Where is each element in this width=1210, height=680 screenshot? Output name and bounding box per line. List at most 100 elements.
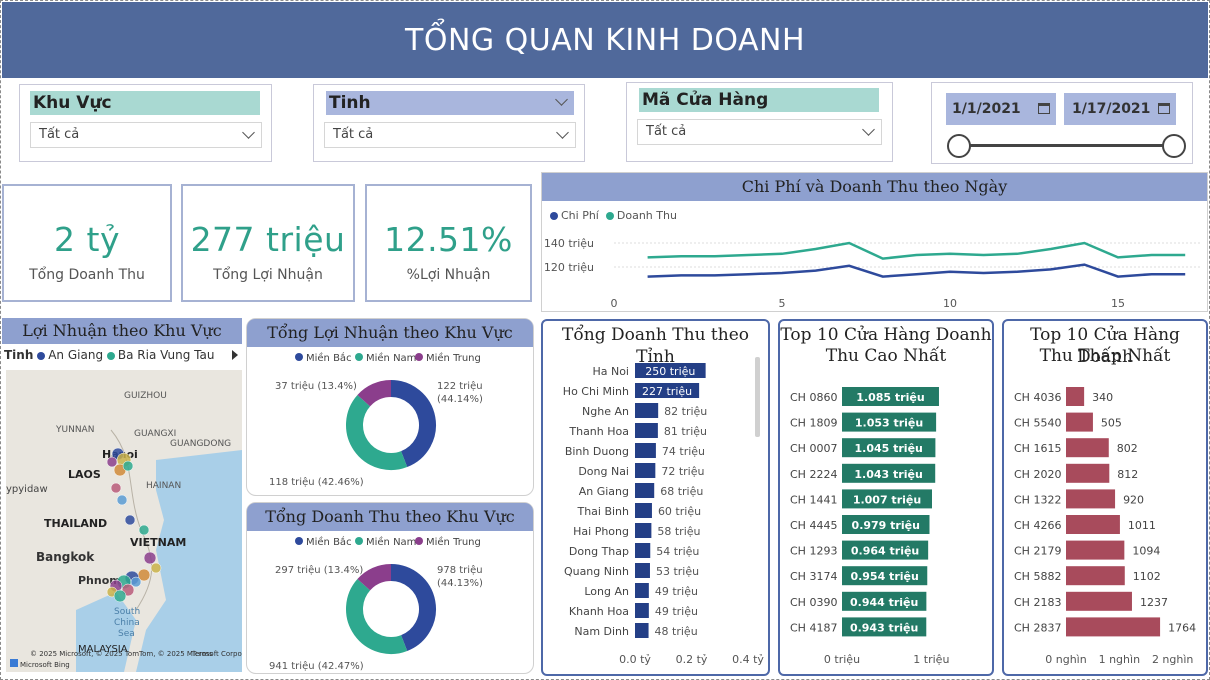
- category-label: CH 1293: [790, 545, 837, 558]
- legend-next-arrow-icon[interactable]: [232, 350, 238, 360]
- data-label: 37 triệu (13.4%): [275, 380, 357, 392]
- bar-label: 920: [1123, 493, 1144, 506]
- category-label: Thanh Hoa: [568, 425, 629, 438]
- date-slider-start-handle[interactable]: [947, 134, 971, 158]
- map-legend: Tinh An Giang Ba Ria Vung Tau: [4, 348, 240, 362]
- map-bubble: [122, 460, 134, 472]
- kpi-value: 277 triệu: [190, 220, 346, 259]
- bar: [1066, 515, 1120, 534]
- bar: [1066, 438, 1109, 458]
- bar: [635, 523, 652, 538]
- map-place-label: GUIZHOU: [124, 391, 167, 401]
- province-slicer-title: Tinh: [326, 91, 574, 115]
- category-label: CH 2020: [1014, 468, 1061, 481]
- x-tick-label: 1 nghìn: [1099, 653, 1140, 666]
- map-gulf: [76, 592, 136, 672]
- calendar-icon[interactable]: [1158, 103, 1170, 114]
- bar-label: 1.007 triệu: [853, 493, 921, 506]
- bar-label: 82 triệu: [664, 405, 707, 418]
- region-dropdown[interactable]: Tất cả: [30, 122, 262, 148]
- category-label: Ha Noi: [592, 365, 629, 378]
- x-tick-label: 0.0 tỷ: [619, 653, 651, 666]
- x-tick-label: 5: [779, 297, 786, 310]
- map-panel: Lợi Nhuận theo Khu Vực Tinh An Giang Ba …: [2, 318, 242, 674]
- bar: [842, 387, 939, 406]
- category-label: CH 4266: [1014, 519, 1061, 532]
- data-label: 297 triệu (13.4%): [275, 564, 363, 576]
- province-dropdown[interactable]: Tất cả: [324, 122, 576, 148]
- category-label: Nam Dinh: [574, 625, 629, 638]
- y-tick-label: 120 triệu: [544, 261, 594, 274]
- legend-dot-icon: [355, 353, 363, 361]
- category-label: An Giang: [579, 485, 629, 498]
- start-date-input[interactable]: 1/1/2021: [946, 93, 1056, 125]
- category-label: CH 1441: [790, 493, 837, 506]
- bar-label: 53 triệu: [656, 565, 699, 578]
- x-tick-label: 1 triệu: [913, 653, 949, 666]
- map-terms-link[interactable]: Terms: [191, 650, 213, 658]
- category-label: Ho Chi Minh: [563, 385, 629, 398]
- bar: [842, 617, 927, 637]
- x-tick-label: 0.4 tỷ: [732, 653, 764, 666]
- calendar-icon[interactable]: [1038, 103, 1050, 114]
- legend-dot-icon: [605, 212, 614, 220]
- bar-label: 250 triệu: [645, 365, 695, 378]
- donut-slice: [346, 579, 408, 654]
- bar: [842, 438, 936, 458]
- category-label: CH 1615: [1014, 442, 1061, 455]
- profit-donut-chart: Miền Bắc Miền Nam Miền Trung 122 triệu (44.1…: [269, 351, 483, 488]
- province-bar-title: Tổng Doanh Thu theo Tỉnh: [562, 325, 749, 367]
- legend-dot-icon: [415, 537, 423, 545]
- scrollbar-thumb[interactable]: [755, 357, 760, 437]
- profit-donut-title: Tổng Lợi Nhuận theo Khu Vực: [247, 319, 533, 347]
- data-label: (44.13%): [437, 578, 483, 589]
- store-dropdown[interactable]: Tất cả: [637, 119, 882, 145]
- bar: [635, 563, 650, 578]
- category-label: CH 2183: [1014, 596, 1061, 609]
- bar-label: 340: [1092, 391, 1113, 404]
- category-label: CH 0860: [790, 391, 837, 404]
- bar-label: 49 triệu: [655, 585, 698, 598]
- category-label: Nghe An: [582, 405, 629, 418]
- date-slicer: 1/1/2021 1/17/2021: [931, 82, 1193, 164]
- map-place-label: HAINAN: [146, 481, 181, 491]
- map-canvas[interactable]: GUIZHOUYUNNANGUANGXIGUANGDONGHAINANHanoi…: [6, 370, 242, 672]
- legend-label: An Giang: [48, 348, 104, 362]
- map-place-label: South: [114, 607, 140, 617]
- category-label: CH 1322: [1014, 493, 1061, 506]
- legend-label: Miền Nam: [366, 352, 416, 364]
- bar-label: 1764: [1168, 621, 1196, 634]
- kpi-label: Tổng Lợi Nhuận: [213, 267, 323, 283]
- map-place-label: YUNNAN: [55, 425, 94, 435]
- bar-label: 1.085 triệu: [856, 391, 924, 404]
- bar-label: 1.045 triệu: [855, 442, 923, 455]
- line-chart: 140 triệu 120 triệu 0 5 10 15: [544, 237, 1202, 310]
- bar-label: 48 triệu: [655, 625, 698, 638]
- map-bubble: [130, 576, 142, 588]
- bar: [635, 543, 651, 558]
- category-label: Long An: [584, 585, 629, 598]
- end-date-input[interactable]: 1/17/2021: [1064, 93, 1176, 125]
- legend-label: Chi Phí: [561, 209, 599, 222]
- bar: [842, 566, 928, 586]
- date-slider-end-handle[interactable]: [1162, 134, 1186, 158]
- bar-label: 1094: [1132, 545, 1160, 558]
- data-label: 122 triệu: [437, 380, 483, 392]
- line-chart-panel: Chi Phí và Doanh Thu theo Ngày Chi Phí D…: [541, 172, 1208, 312]
- bar: [635, 503, 652, 518]
- bar: [635, 383, 700, 398]
- kpi-card-revenue: 2 tỷ Tổng Doanh Thu: [2, 184, 172, 302]
- bar-label: 1102: [1133, 570, 1161, 583]
- legend-label: Doanh Thu: [616, 209, 677, 222]
- top10-high-title-line2: Thu Cao Nhất: [825, 346, 947, 366]
- map-bubble: [110, 482, 122, 494]
- bar-label: 802: [1117, 442, 1138, 455]
- bar: [635, 603, 649, 618]
- date-slider-track[interactable]: [958, 144, 1176, 147]
- map-bubble: [150, 562, 162, 574]
- top10-low-title-line1: Top 10 Cửa Hàng Doanh: [1030, 325, 1180, 367]
- kpi-card-profit: 277 triệu Tổng Lợi Nhuận: [181, 184, 355, 302]
- bar: [635, 403, 659, 418]
- kpi-label: %Lợi Nhuận: [406, 267, 491, 283]
- bar: [635, 483, 655, 498]
